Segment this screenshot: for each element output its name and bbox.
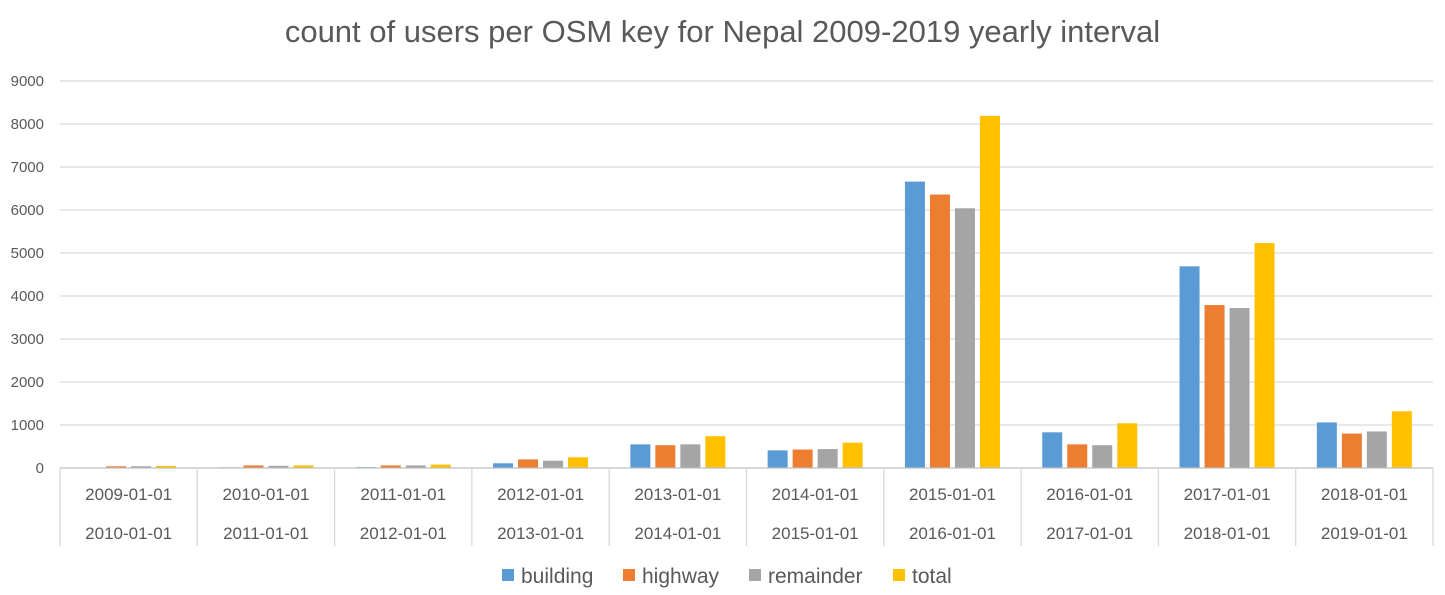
- bar-total: [705, 436, 726, 468]
- bar-highway: [1204, 305, 1225, 468]
- y-tick-label: 3000: [11, 331, 44, 348]
- bar-building: [904, 181, 925, 468]
- bar-total: [568, 457, 589, 468]
- x-tick-label: 2016-01-01: [909, 524, 996, 543]
- y-tick-label: 9000: [11, 73, 44, 90]
- bar-remainder: [817, 449, 838, 468]
- x-tick-label: 2011-01-01: [360, 485, 446, 504]
- legend-label-building: building: [521, 565, 593, 588]
- bar-remainder: [543, 460, 564, 468]
- y-tick-label: 0: [36, 460, 44, 477]
- bar-remainder: [268, 465, 289, 468]
- bar-remainder: [1092, 445, 1113, 468]
- bar-highway: [106, 466, 127, 468]
- bar-building: [630, 444, 651, 468]
- bar-building: [767, 450, 788, 468]
- x-tick-label: 2016-01-01: [1046, 485, 1133, 504]
- y-tick-label: 5000: [11, 245, 44, 262]
- x-tick-label: 2013-01-01: [634, 485, 721, 504]
- y-axis-ticks: 0 1000 2000 3000 4000 5000 6000 7000 8000 9000: [11, 73, 44, 477]
- x-tick-label: 2012-01-01: [360, 524, 447, 543]
- bar-total: [293, 465, 314, 468]
- chart-title: count of users per OSM key for Nepal 200…: [284, 14, 1161, 49]
- bar-building: [1042, 432, 1063, 468]
- x-tick-label: 2012-01-01: [497, 485, 584, 504]
- x-tick-label: 2018-01-01: [1184, 524, 1271, 543]
- x-tick-label: 2018-01-01: [1321, 485, 1408, 504]
- bar-remainder: [405, 465, 426, 468]
- x-tick-label: 2010-01-01: [222, 485, 309, 504]
- x-tick-label: 2011-01-01: [223, 524, 309, 543]
- x-tick-label: 2019-01-01: [1321, 524, 1408, 543]
- bar-highway: [380, 465, 401, 468]
- x-axis: 2009-01-01 2010-01-01 2010-01-01 2011-01-01…: [59, 467, 1434, 546]
- bar-building: [1316, 422, 1337, 468]
- bar-highway: [518, 459, 539, 468]
- bar-total: [430, 464, 451, 468]
- bar-building: [1179, 266, 1200, 468]
- legend-label-total: total: [912, 565, 952, 588]
- bar-highway: [655, 445, 676, 468]
- bar-building: [493, 463, 514, 468]
- bar-highway: [792, 449, 813, 468]
- bar-total: [1254, 243, 1275, 468]
- bar-total: [842, 442, 863, 468]
- bar-remainder: [954, 208, 975, 468]
- x-tick-label: 2017-01-01: [1184, 485, 1271, 504]
- bar-total: [979, 115, 1000, 468]
- y-tick-label: 7000: [11, 159, 44, 176]
- legend-label-highway: highway: [642, 565, 720, 588]
- legend-label-remainder: remainder: [768, 565, 863, 588]
- y-tick-label: 8000: [11, 116, 44, 133]
- legend-swatch-remainder: [749, 569, 761, 581]
- bar-highway: [243, 465, 264, 468]
- bar-total: [1117, 423, 1138, 468]
- legend-swatch-building: [502, 569, 514, 581]
- x-tick-label: 2014-01-01: [634, 524, 721, 543]
- gridlines: [60, 80, 1433, 426]
- y-tick-label: 4000: [11, 288, 44, 305]
- bar-remainder: [1366, 431, 1387, 468]
- bar-total: [156, 465, 177, 468]
- legend-swatch-total: [893, 569, 905, 581]
- x-tick-label: 2010-01-01: [85, 524, 172, 543]
- bar-remainder: [1229, 308, 1250, 468]
- x-tick-label: 2013-01-01: [497, 524, 584, 543]
- bar-remainder: [131, 466, 152, 468]
- bar-highway: [929, 194, 950, 468]
- bar-highway: [1341, 433, 1362, 468]
- legend-swatch-highway: [623, 569, 635, 581]
- x-tick-label: 2015-01-01: [772, 524, 859, 543]
- y-tick-label: 2000: [11, 374, 44, 391]
- bar-total: [1391, 411, 1412, 468]
- y-tick-label: 6000: [11, 202, 44, 219]
- x-tick-label: 2017-01-01: [1046, 524, 1133, 543]
- bar-highway: [1067, 444, 1088, 468]
- legend: building highway remainder total: [502, 565, 952, 588]
- bars: [81, 115, 1412, 468]
- bar-remainder: [680, 444, 701, 468]
- x-tick-label: 2014-01-01: [772, 485, 859, 504]
- x-tick-label: 2015-01-01: [909, 485, 996, 504]
- x-tick-label: 2009-01-01: [85, 485, 172, 504]
- y-tick-label: 1000: [11, 417, 44, 434]
